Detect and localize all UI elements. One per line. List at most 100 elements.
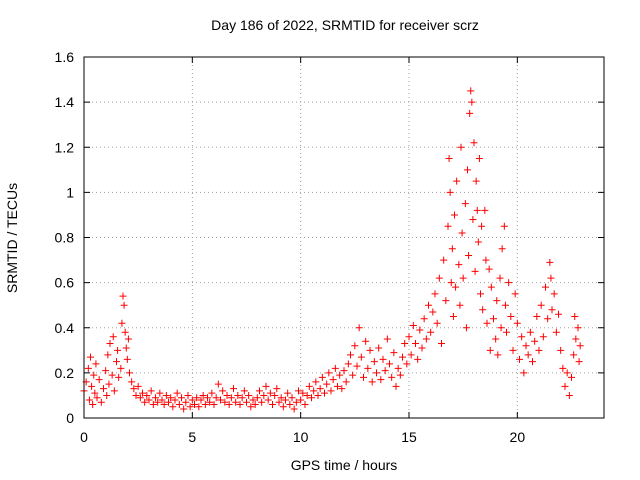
data-point xyxy=(464,166,471,174)
data-point xyxy=(165,398,172,406)
data-point xyxy=(175,400,183,408)
data-point xyxy=(531,337,539,345)
data-point xyxy=(290,405,298,413)
data-point xyxy=(386,360,393,368)
data-point xyxy=(219,387,227,395)
data-point xyxy=(223,391,231,399)
data-point xyxy=(344,360,352,368)
data-point xyxy=(442,297,450,305)
data-point xyxy=(173,389,181,397)
tick-labels: 0 5 10 15 20 0 0.2 0.4 0.6 0.8 1 1.2 1.4 1.6 xyxy=(55,49,526,445)
data-point xyxy=(471,267,479,275)
data-point xyxy=(288,394,296,402)
data-point xyxy=(114,346,122,354)
data-point xyxy=(445,155,453,163)
y-tick-label: 0.2 xyxy=(55,365,75,381)
data-point xyxy=(188,396,196,404)
data-point xyxy=(351,342,359,350)
chart-title: Day 186 of 2022, SRMTID for receiver scr… xyxy=(211,17,479,33)
x-tick-label: 15 xyxy=(401,429,417,445)
y-tick-label: 1 xyxy=(66,184,74,200)
data-point xyxy=(234,391,242,399)
data-point xyxy=(412,340,419,348)
data-point xyxy=(568,373,575,381)
data-point xyxy=(321,389,328,397)
data-point xyxy=(152,394,159,402)
data-point xyxy=(357,353,365,361)
data-point xyxy=(459,274,467,282)
data-point xyxy=(292,398,300,406)
data-point xyxy=(221,398,229,406)
y-tick-label: 0 xyxy=(66,410,74,426)
data-point xyxy=(149,400,157,408)
data-point xyxy=(264,396,272,404)
data-point xyxy=(475,155,483,163)
data-point xyxy=(171,396,179,404)
data-point xyxy=(433,319,441,327)
data-point xyxy=(180,405,188,413)
data-point xyxy=(266,389,274,397)
data-point xyxy=(206,398,214,406)
data-point xyxy=(92,360,100,368)
data-point xyxy=(468,98,476,106)
data-point xyxy=(547,274,555,282)
data-point xyxy=(182,398,190,406)
data-point xyxy=(461,200,469,208)
data-point xyxy=(154,398,162,406)
data-point xyxy=(447,279,455,287)
data-point xyxy=(102,367,110,375)
data-point xyxy=(90,371,98,379)
data-point xyxy=(496,274,504,282)
data-point xyxy=(195,403,203,411)
data-point xyxy=(529,358,536,366)
data-point xyxy=(466,109,474,117)
data-point xyxy=(561,382,569,390)
data-point xyxy=(89,400,97,408)
data-point xyxy=(414,355,422,363)
data-point xyxy=(427,328,435,336)
data-point xyxy=(201,400,209,408)
data-point xyxy=(572,335,580,343)
data-point xyxy=(208,389,216,397)
data-point xyxy=(546,258,554,266)
data-point xyxy=(373,369,380,377)
grid-lines xyxy=(84,57,604,418)
data-point xyxy=(518,333,526,341)
data-point xyxy=(416,326,424,334)
data-point xyxy=(550,290,558,298)
data-point xyxy=(225,400,233,408)
data-point xyxy=(240,387,248,395)
data-point xyxy=(312,378,320,386)
data-point xyxy=(147,387,155,395)
data-point xyxy=(247,403,255,411)
data-point xyxy=(232,398,240,406)
data-point xyxy=(212,394,220,402)
data-point xyxy=(327,387,335,395)
data-point xyxy=(277,394,285,402)
data-point xyxy=(93,394,101,402)
data-point xyxy=(191,400,198,408)
data-point xyxy=(88,382,96,390)
data-point xyxy=(420,315,428,323)
data-point xyxy=(108,371,116,379)
data-point xyxy=(204,394,211,402)
y-tick-label: 1.4 xyxy=(55,94,75,110)
data-point xyxy=(353,362,361,370)
data-point xyxy=(323,380,331,388)
data-point xyxy=(178,394,185,402)
y-axis-label: SRMTID / TECUs xyxy=(4,182,20,294)
data-point xyxy=(479,306,487,314)
data-point xyxy=(399,353,406,361)
data-point xyxy=(524,351,532,359)
data-point xyxy=(143,391,151,399)
data-point xyxy=(494,351,502,359)
data-point xyxy=(498,245,506,253)
y-tick-label: 0.4 xyxy=(55,320,75,336)
x-tick-label: 0 xyxy=(80,429,88,445)
data-point xyxy=(253,394,261,402)
data-point xyxy=(407,351,415,359)
data-point xyxy=(392,382,400,390)
data-point xyxy=(368,378,376,386)
data-point xyxy=(230,385,237,393)
